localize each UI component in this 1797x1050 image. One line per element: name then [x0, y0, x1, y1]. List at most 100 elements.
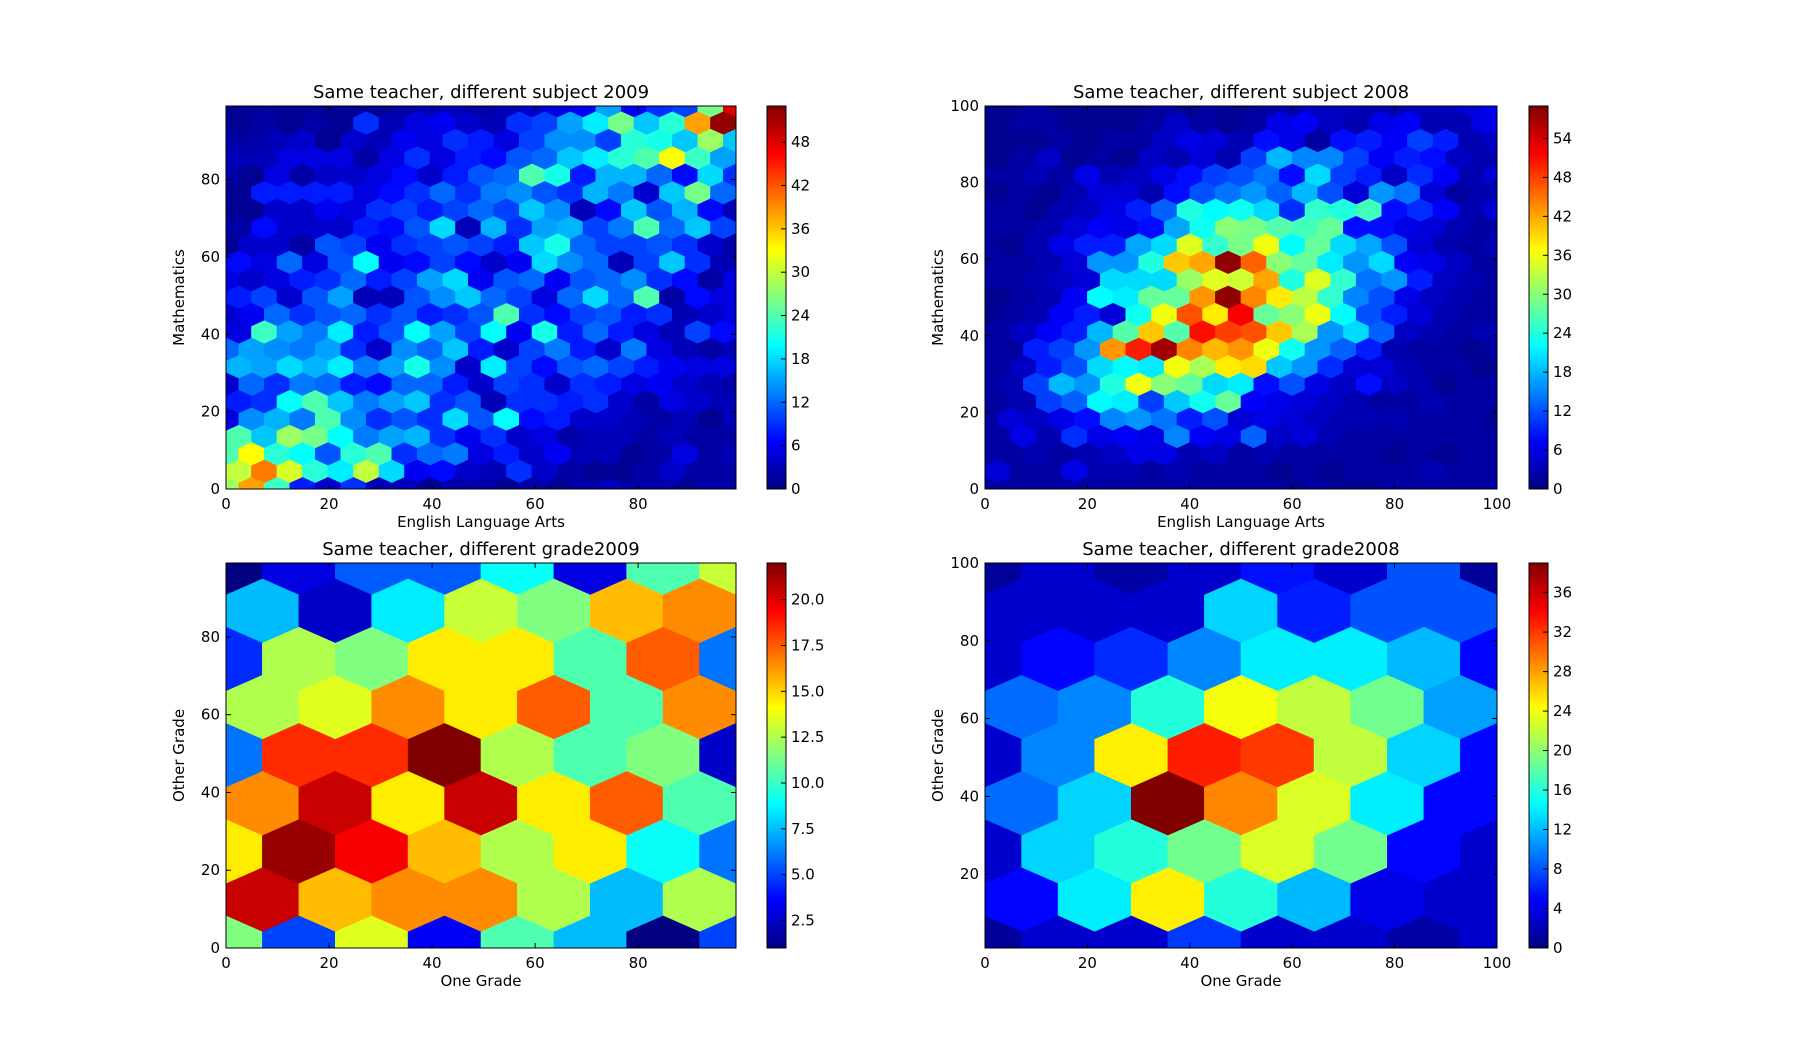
hexbin-cell: [1483, 477, 1497, 489]
hexbin-cell: [1483, 372, 1497, 397]
hexbin-cell: [699, 626, 736, 692]
x-tick-label: 20: [319, 954, 338, 972]
colorbar-scale: [766, 105, 787, 490]
colorbar-tick-label: 24: [1553, 324, 1572, 342]
hexbins: [985, 106, 1497, 489]
y-axis-label: Mathematics: [170, 249, 188, 346]
hexbins: [985, 563, 1497, 948]
hexbin-cell: [1460, 915, 1497, 948]
hexbin-cell: [226, 563, 263, 596]
x-axis-label: English Language Arts: [1157, 513, 1325, 531]
y-tick-label: 60: [201, 248, 220, 266]
hexbin-cell: [985, 106, 999, 118]
colorbar-tick-label: 10.0: [791, 774, 824, 792]
colorbar-tick-label: 24: [1553, 702, 1572, 720]
colorbar-tick-label: 36: [791, 220, 810, 238]
y-axis-label: Mathematics: [929, 249, 947, 346]
x-tick-label: 100: [1483, 495, 1512, 513]
colorbar-tick-label: 8: [1553, 860, 1563, 878]
x-tick-label: 40: [423, 495, 442, 513]
y-tick-label: 60: [960, 250, 979, 268]
y-tick-label: 80: [201, 628, 220, 646]
colorbar-tick-label: 6: [791, 437, 801, 455]
hexbin-cell: [722, 372, 736, 397]
axes-frame: [225, 562, 737, 949]
x-tick-label: 80: [629, 495, 648, 513]
x-tick-label: 60: [526, 495, 545, 513]
hexbin-cell: [699, 723, 736, 788]
hexbin-cell: [1483, 268, 1497, 293]
hexbin-cell: [699, 563, 736, 596]
hexbin-cell: [1483, 233, 1497, 258]
x-tick-label: 40: [1180, 954, 1199, 972]
colorbar-tick-label: 30: [1553, 285, 1572, 303]
y-tick-label: 80: [960, 174, 979, 192]
x-tick-label: 60: [526, 954, 545, 972]
x-axis-label: English Language Arts: [397, 513, 565, 531]
x-tick-label: 80: [1385, 954, 1404, 972]
hexbin-cell: [1483, 163, 1497, 188]
colorbar-tick-label: 17.5: [791, 637, 824, 655]
colorbar-tick-label: 6: [1553, 441, 1563, 459]
hexbin-cell: [1483, 407, 1497, 432]
colorbar-scale: [1528, 105, 1549, 490]
colorbar-tick-label: 12.5: [791, 728, 824, 746]
x-tick-label: 40: [1180, 495, 1199, 513]
hexbin-cell: [722, 302, 736, 327]
x-tick-label: 0: [221, 495, 231, 513]
hexbin-cell: [699, 819, 736, 885]
chart-title: Same teacher, different subject 2009: [313, 82, 649, 103]
colorbar-tick-label: 15.0: [791, 682, 824, 700]
colorbar-tick-label: 18: [791, 350, 810, 368]
y-axis-label: Other Grade: [929, 709, 947, 802]
hexbin-cell: [226, 106, 240, 118]
x-tick-label: 20: [1078, 954, 1097, 972]
x-tick-label: 80: [1385, 495, 1404, 513]
x-tick-label: 100: [1483, 954, 1512, 972]
y-tick-label: 40: [960, 787, 979, 805]
axes-frame: [984, 562, 1498, 949]
colorbar-tick-label: 16: [1553, 781, 1572, 799]
colorbar: 2.5 5.0 7.5 10.0 12.5 15.0 17.5 20.0: [766, 562, 824, 949]
axes-frame: [984, 105, 1498, 490]
x-tick-label: 0: [980, 954, 990, 972]
colorbar-tick-label: 24: [791, 307, 810, 325]
hexbin-cell: [722, 128, 736, 153]
y-tick-label: 40: [201, 325, 220, 343]
chart-title: Same teacher, different grade2008: [1082, 539, 1400, 560]
x-tick-label: 0: [221, 954, 231, 972]
hexbin-cell: [1460, 626, 1497, 692]
hexbin-cell: [1483, 302, 1497, 327]
hexbin-cell: [722, 233, 736, 258]
colorbar-tick-label: 4: [1553, 900, 1563, 918]
hexbins: [226, 563, 736, 948]
x-tick-label: 40: [423, 954, 442, 972]
y-tick-label: 40: [960, 327, 979, 345]
colorbar-tick-label: 12: [791, 393, 810, 411]
hexbin-cell: [722, 198, 736, 223]
x-tick-label: 60: [1283, 954, 1302, 972]
colorbar-tick-label: 20.0: [791, 591, 824, 609]
y-axis-label: Other Grade: [170, 709, 188, 802]
colorbar-tick-label: 36: [1553, 584, 1572, 602]
x-tick-label: 80: [629, 954, 648, 972]
y-tick-label: 100: [950, 97, 979, 115]
colorbar-tick-label: 18: [1553, 363, 1572, 381]
hexbin-cell: [699, 915, 736, 948]
colorbar-tick-label: 42: [1553, 207, 1572, 225]
hexbin-cell: [722, 477, 736, 489]
y-tick-label: 20: [201, 403, 220, 421]
colorbar-scale: [766, 562, 787, 949]
x-tick-label: 60: [1283, 495, 1302, 513]
x-tick-label: 20: [319, 495, 338, 513]
y-tick-label: 0: [210, 939, 220, 957]
hexbin-cell: [722, 337, 736, 362]
y-tick-label: 60: [201, 706, 220, 724]
hexbin-cell: [1483, 128, 1497, 153]
colorbar-tick-label: 36: [1553, 246, 1572, 264]
y-tick-label: 100: [950, 554, 979, 572]
colorbar-tick-label: 42: [791, 176, 810, 194]
hexbin-cell: [1460, 723, 1497, 788]
